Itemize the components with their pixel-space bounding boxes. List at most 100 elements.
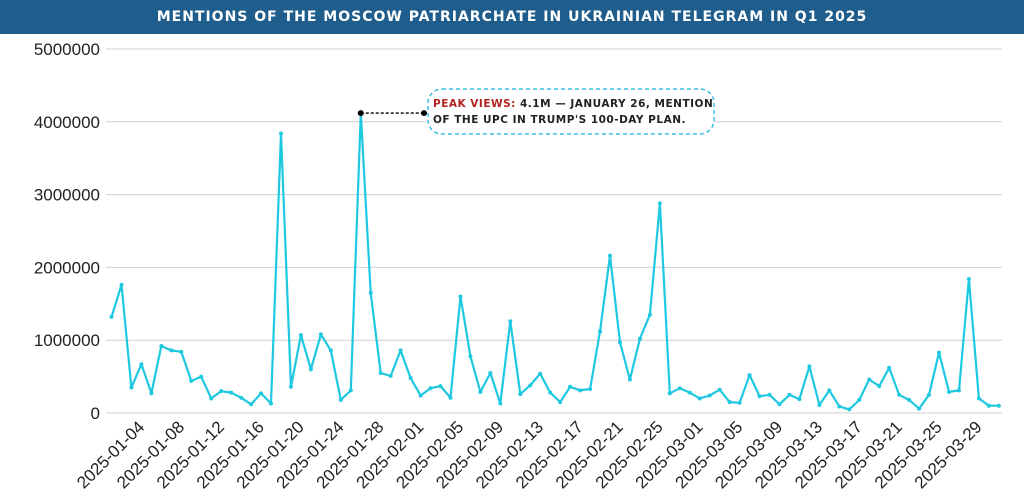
data-point: [617, 340, 622, 345]
data-point: [468, 354, 473, 359]
annotation-text: 4.1M — JANUARY 26, MENTION: [520, 98, 713, 110]
data-point: [438, 384, 443, 389]
data-point: [179, 349, 184, 354]
data-point: [787, 392, 792, 397]
data-point: [657, 201, 662, 206]
data-point: [837, 404, 842, 409]
data-point: [249, 402, 254, 407]
data-point: [598, 329, 603, 334]
data-point: [797, 397, 802, 402]
data-point: [937, 350, 942, 355]
data-point: [827, 388, 832, 393]
data-point: [976, 396, 981, 401]
data-point: [538, 371, 543, 376]
data-point: [578, 388, 583, 393]
data-point: [528, 383, 533, 388]
data-point: [548, 390, 553, 395]
data-point: [229, 390, 234, 395]
y-tick-label: 5000000: [34, 40, 100, 59]
data-point: [558, 400, 563, 405]
data-point: [568, 384, 573, 389]
data-point: [478, 389, 483, 394]
annotation-end-dot: [421, 110, 427, 117]
data-point: [637, 336, 642, 341]
data-point: [877, 384, 882, 389]
data-point: [847, 407, 852, 412]
data-point: [956, 388, 961, 393]
data-point: [707, 393, 712, 398]
data-point: [149, 391, 154, 396]
data-point: [747, 373, 752, 378]
data-point: [119, 282, 124, 287]
y-tick-label: 2000000: [34, 258, 100, 277]
data-point: [588, 386, 593, 391]
data-point: [897, 392, 902, 397]
annotation-box: [427, 88, 715, 135]
data-point: [817, 402, 822, 407]
data-point: [687, 390, 692, 395]
annotation-text-line2: OF THE UPC IN TRUMP'S 100-DAY PLAN.: [433, 114, 686, 126]
y-tick-label: 4000000: [34, 113, 100, 132]
annotation-anchor-dot: [357, 110, 364, 117]
y-tick-label: 1000000: [34, 331, 100, 350]
data-point: [428, 386, 433, 391]
chart-title-bar: MENTIONS OF THE MOSCOW PATRIARCHATE IN U…: [0, 0, 1024, 34]
data-point: [927, 392, 932, 397]
data-point: [727, 400, 732, 405]
data-point: [907, 397, 912, 402]
data-point: [259, 391, 264, 396]
data-point: [318, 332, 323, 337]
data-point: [109, 314, 114, 319]
data-point: [857, 397, 862, 402]
data-point: [129, 385, 134, 390]
data-point: [608, 253, 612, 258]
data-point: [737, 400, 742, 405]
data-point: [239, 395, 244, 400]
data-point: [328, 348, 333, 353]
data-point: [697, 396, 702, 401]
data-point: [627, 377, 632, 382]
data-point: [408, 376, 413, 381]
data-point: [338, 397, 343, 402]
data-point: [219, 389, 224, 394]
data-point: [308, 367, 313, 372]
data-point: [169, 348, 174, 353]
data-point: [288, 384, 293, 389]
data-point: [518, 392, 523, 397]
data-point: [348, 388, 353, 393]
data-point: [189, 378, 194, 383]
data-point: [159, 344, 164, 349]
data-point: [867, 377, 872, 382]
data-point: [887, 365, 892, 370]
data-point: [448, 395, 453, 400]
data-point: [508, 319, 513, 324]
data-point: [807, 364, 812, 369]
data-point: [458, 294, 463, 299]
data-point: [378, 370, 383, 375]
data-point: [199, 374, 204, 379]
data-point: [398, 348, 403, 353]
data-point: [777, 402, 782, 407]
series-line: [110, 111, 999, 411]
data-point: [966, 277, 971, 282]
data-point: [269, 401, 274, 406]
data-point: [767, 392, 772, 397]
data-point: [498, 401, 503, 406]
chart-title: MENTIONS OF THE MOSCOW PATRIARCHATE IN U…: [156, 9, 868, 25]
data-point: [278, 131, 283, 136]
data-point: [996, 403, 1001, 408]
data-point: [667, 391, 672, 396]
data-point: [298, 333, 303, 338]
data-point: [368, 290, 373, 295]
data-point: [488, 370, 493, 375]
data-point: [677, 386, 682, 391]
data-point: [139, 362, 144, 367]
data-point: [209, 396, 214, 401]
data-point: [946, 389, 951, 394]
data-point: [647, 312, 652, 317]
annotation-label: PEAK VIEWS:: [433, 98, 520, 110]
data-point: [986, 403, 991, 408]
annotation-text-line1: PEAK VIEWS: 4.1M — JANUARY 26, MENTION: [433, 98, 713, 110]
data-point: [757, 394, 762, 399]
